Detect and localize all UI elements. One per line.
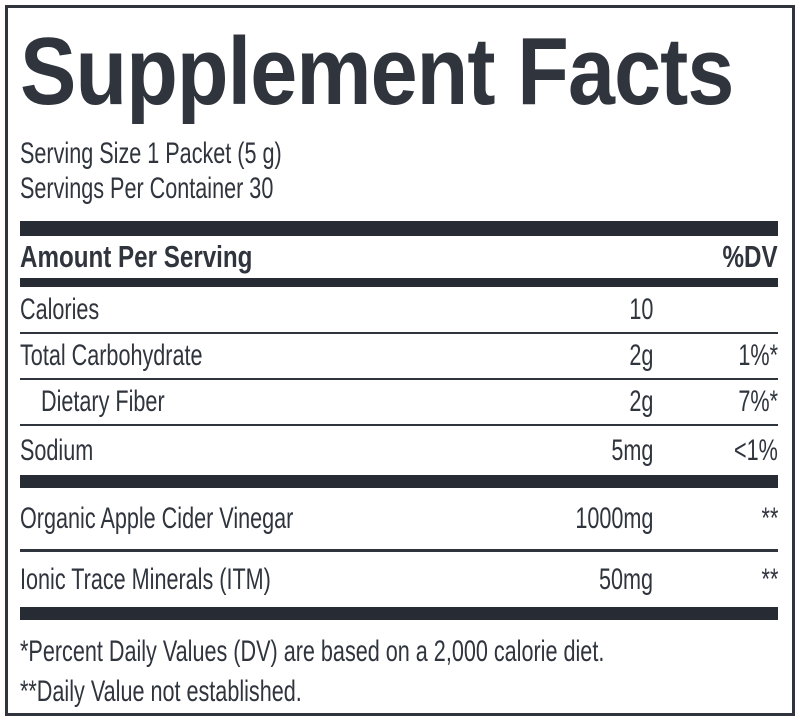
nutrient-amount: 10 <box>628 292 653 326</box>
section-divider-bar <box>20 475 778 488</box>
servings-per-container-line: Servings Per Container 30 <box>20 172 274 205</box>
supplement-facts-label: Supplement Facts Serving Size 1 Packet (… <box>5 5 795 716</box>
nutrient-name: Sodium <box>20 433 94 467</box>
nutrient-name: Total Carbohydrate <box>20 339 203 372</box>
nutrient-row: Calories 10 <box>20 287 778 334</box>
label-title: Supplement Facts <box>20 24 778 120</box>
nutrient-amount: 2g <box>628 339 653 372</box>
footnote-not-established: **Daily Value not established. <box>20 675 302 708</box>
nutrient-amount: 2g <box>628 385 653 418</box>
nutrient-name: Organic Apple Cider Vinegar <box>20 501 294 535</box>
nutrient-name: Ionic Trace Minerals (ITM) <box>20 562 271 596</box>
amount-per-serving-header: Amount Per Serving <box>20 239 253 274</box>
label-title-text: Supplement Facts <box>20 18 734 125</box>
nutrient-dv: ** <box>761 562 778 596</box>
nutrient-amount: 1000mg <box>574 501 653 535</box>
nutrient-dv: <1% <box>734 433 778 467</box>
footnote-daily-values: *Percent Daily Values (DV) are based on … <box>20 635 605 668</box>
nutrient-amount: 5mg <box>610 433 653 467</box>
header-underline-bar <box>20 278 778 287</box>
footnotes: *Percent Daily Values (DV) are based on … <box>20 632 778 712</box>
serving-info: Serving Size 1 Packet (5 g) Servings Per… <box>20 136 778 206</box>
nutrient-row: Total Carbohydrate 2g 1%* <box>20 334 778 380</box>
nutrient-dv: 7%* <box>738 385 778 418</box>
nutrient-name: Calories <box>20 292 100 326</box>
nutrient-row: Ionic Trace Minerals (ITM) 50mg ** <box>20 552 778 607</box>
serving-size-line: Serving Size 1 Packet (5 g) <box>20 137 282 170</box>
section-divider-bar <box>20 607 778 620</box>
nutrient-row: Dietary Fiber 2g 7%* <box>20 380 778 426</box>
nutrient-amount: 50mg <box>598 562 653 596</box>
percent-dv-header: %DV <box>722 239 778 274</box>
top-section-bar <box>20 221 778 236</box>
column-header-row: Amount Per Serving %DV <box>20 236 778 278</box>
nutrient-dv: 1%* <box>738 339 778 372</box>
nutrient-rows: Calories 10 Total Carbohydrate 2g 1%* Di… <box>20 287 778 620</box>
nutrient-dv: ** <box>761 501 778 535</box>
nutrient-row: Organic Apple Cider Vinegar 1000mg ** <box>20 488 778 552</box>
nutrient-name: Dietary Fiber <box>41 385 165 418</box>
nutrient-row: Sodium 5mg <1% <box>20 426 778 475</box>
